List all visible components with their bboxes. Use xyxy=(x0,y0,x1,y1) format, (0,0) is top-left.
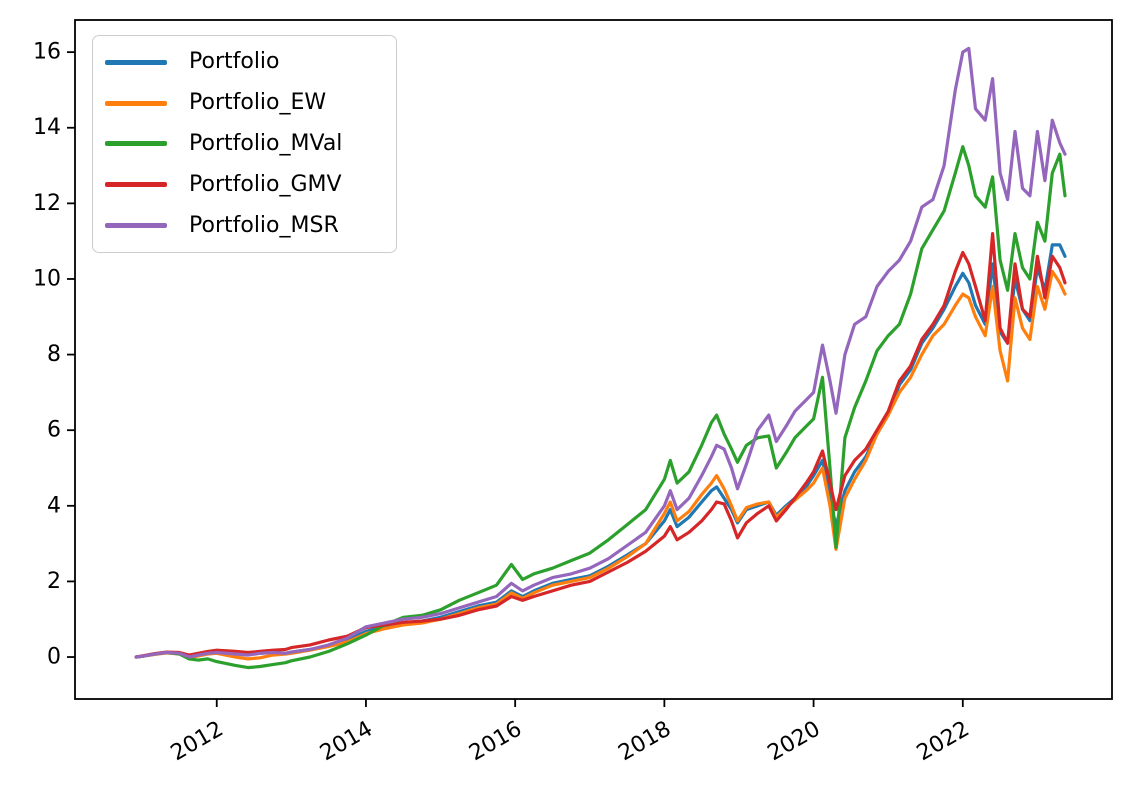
y-axis-tick-label: 4 xyxy=(47,493,61,518)
legend-item-portfolio: Portfolio xyxy=(93,51,396,73)
x-axis-tick-label: 2020 xyxy=(764,717,825,767)
series-line-portfolio_mval xyxy=(134,145,1067,670)
legend-swatch-portfolio-mval xyxy=(105,141,167,147)
legend-label: Portfolio_GMV xyxy=(189,171,342,197)
legend-swatch-portfolio-ew xyxy=(105,100,167,106)
x-axis-tick-label: 2012 xyxy=(167,717,228,767)
plot-area-border xyxy=(74,19,1113,700)
y-axis-tick-label: 10 xyxy=(33,266,61,291)
legend-swatch-portfolio-gmv xyxy=(105,182,167,188)
legend-label: Portfolio_EW xyxy=(189,90,327,116)
legend-label: Portfolio xyxy=(189,49,280,75)
legend-item-portfolio-gmv: Portfolio_GMV xyxy=(93,171,396,197)
x-axis-tick-label: 2016 xyxy=(465,717,526,767)
legend-label: Portfolio_MVal xyxy=(189,130,343,156)
y-axis-tick-label: 2 xyxy=(47,569,61,594)
series-group xyxy=(134,46,1067,670)
legend-item-portfolio-msr: Portfolio_MSR xyxy=(93,212,396,238)
series-line-portfolio_msr xyxy=(134,46,1067,659)
y-axis-tick-label: 12 xyxy=(33,191,61,216)
y-axis-tick-label: 6 xyxy=(47,418,61,443)
x-axis-tick-label: 2022 xyxy=(913,717,974,767)
legend-item-portfolio-ew: Portfolio_EW xyxy=(93,92,396,114)
y-axis-tick-label: 16 xyxy=(33,40,61,65)
y-axis-tick-label: 14 xyxy=(33,115,61,140)
series-line-portfolio_gmv xyxy=(134,232,1067,659)
legend-item-portfolio-mval: Portfolio_MVal xyxy=(93,130,396,156)
x-axis-tick-label: 2018 xyxy=(614,717,675,767)
y-axis-tick-label: 0 xyxy=(47,645,61,670)
series-line-portfolio xyxy=(134,243,1067,659)
y-axis-tick-label: 8 xyxy=(47,342,61,367)
legend-swatch-portfolio xyxy=(105,59,167,65)
legend-swatch-portfolio-msr xyxy=(105,223,167,229)
x-axis-tick-label: 2014 xyxy=(316,717,377,767)
legend: Portfolio Portfolio_EW Portfolio_MVal Po… xyxy=(92,35,397,253)
series-line-portfolio_ew xyxy=(134,269,1067,661)
legend-label: Portfolio_MSR xyxy=(189,212,339,238)
